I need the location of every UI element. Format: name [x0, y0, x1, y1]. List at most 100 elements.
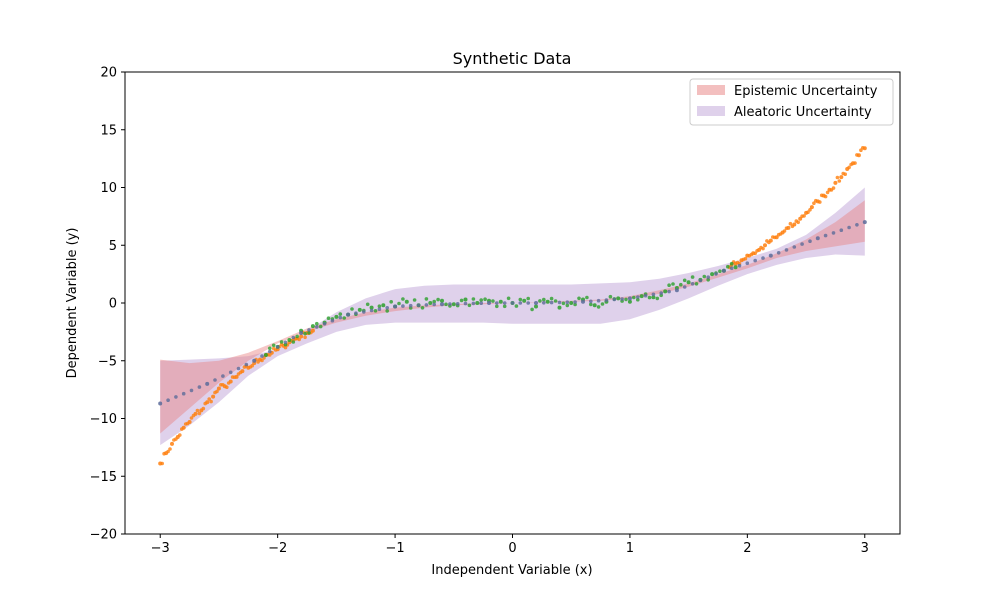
data-point — [767, 240, 771, 245]
data-point — [859, 148, 863, 152]
data-point — [342, 316, 347, 320]
legend-box — [689, 78, 894, 126]
data-point — [256, 360, 260, 364]
data-point — [279, 340, 284, 344]
data-point — [385, 306, 390, 310]
data-point — [542, 301, 546, 305]
data-point — [534, 301, 538, 305]
data-point — [843, 172, 847, 176]
y-tick-label: 10 — [100, 181, 117, 196]
data-point — [569, 301, 574, 305]
data-point — [213, 378, 217, 382]
data-point — [639, 294, 644, 299]
data-point — [295, 334, 300, 339]
x-tick-label: 3 — [861, 541, 869, 556]
data-point — [788, 221, 793, 226]
uncertainty-bands — [160, 187, 865, 446]
data-point — [823, 233, 828, 238]
data-point — [487, 301, 491, 305]
data-point — [436, 297, 440, 302]
data-point — [782, 229, 787, 233]
data-point — [381, 303, 386, 308]
data-point — [702, 274, 707, 279]
data-point — [818, 200, 822, 204]
y-axis-label: Dependent Variable (y) — [65, 228, 80, 379]
data-point — [287, 338, 292, 342]
data-point — [581, 299, 585, 304]
data-point — [518, 297, 523, 302]
data-point — [303, 331, 307, 336]
data-point — [518, 301, 523, 305]
data-point — [812, 201, 816, 205]
data-point — [354, 311, 358, 316]
data-point — [315, 325, 319, 329]
data-point — [191, 413, 196, 418]
data-point — [424, 297, 429, 301]
data-point — [761, 256, 765, 260]
data-point — [226, 381, 231, 385]
data-point — [479, 301, 484, 306]
data-point — [647, 295, 652, 300]
data-point — [260, 354, 264, 358]
data-point — [679, 282, 683, 287]
data-point — [420, 306, 425, 310]
data-point — [299, 331, 304, 335]
data-point — [303, 335, 307, 340]
data-point — [600, 302, 605, 306]
data-point — [671, 282, 675, 286]
data-point — [432, 299, 437, 304]
data-point — [837, 179, 842, 183]
data-point — [498, 299, 503, 304]
data-point — [401, 304, 405, 308]
data-point — [408, 303, 413, 308]
data-point — [833, 180, 838, 185]
data-point — [455, 302, 460, 306]
data-point — [185, 421, 190, 426]
data-point — [238, 370, 243, 375]
data-point — [608, 294, 613, 299]
data-point — [291, 340, 296, 344]
band-aleatoric-uncertainty — [160, 187, 865, 446]
data-point — [209, 399, 213, 404]
data-point — [800, 242, 804, 246]
data-point — [549, 300, 554, 305]
data-point — [814, 198, 818, 203]
data-point — [627, 299, 632, 304]
data-point — [315, 321, 319, 326]
data-point — [772, 235, 777, 240]
data-point — [726, 264, 730, 269]
data-point — [729, 261, 734, 266]
data-point — [451, 302, 456, 307]
data-point — [861, 146, 865, 150]
data-point — [221, 383, 225, 387]
data-point — [268, 353, 272, 357]
data-point — [526, 301, 530, 305]
data-point — [471, 297, 476, 301]
data-point — [530, 307, 534, 312]
y-tick-label: 15 — [100, 123, 117, 138]
data-point — [424, 303, 429, 307]
data-point — [682, 278, 687, 283]
data-point — [166, 449, 170, 454]
data-point — [565, 300, 570, 305]
data-point — [412, 298, 417, 302]
data-point — [636, 297, 640, 302]
data-point — [784, 226, 789, 230]
data-point — [471, 301, 476, 306]
data-point — [729, 266, 734, 271]
data-point — [346, 312, 351, 317]
x-tick-label: 1 — [626, 541, 634, 556]
data-point — [397, 301, 401, 306]
data-point — [806, 210, 810, 214]
series-mean-points — [158, 220, 867, 406]
data-point — [203, 401, 207, 406]
data-point — [710, 272, 715, 277]
data-point — [831, 231, 836, 235]
data-point — [495, 304, 499, 309]
data-point — [743, 256, 748, 261]
data-point — [338, 312, 343, 316]
data-point — [706, 278, 710, 282]
data-point — [174, 437, 178, 441]
data-point — [577, 296, 581, 301]
